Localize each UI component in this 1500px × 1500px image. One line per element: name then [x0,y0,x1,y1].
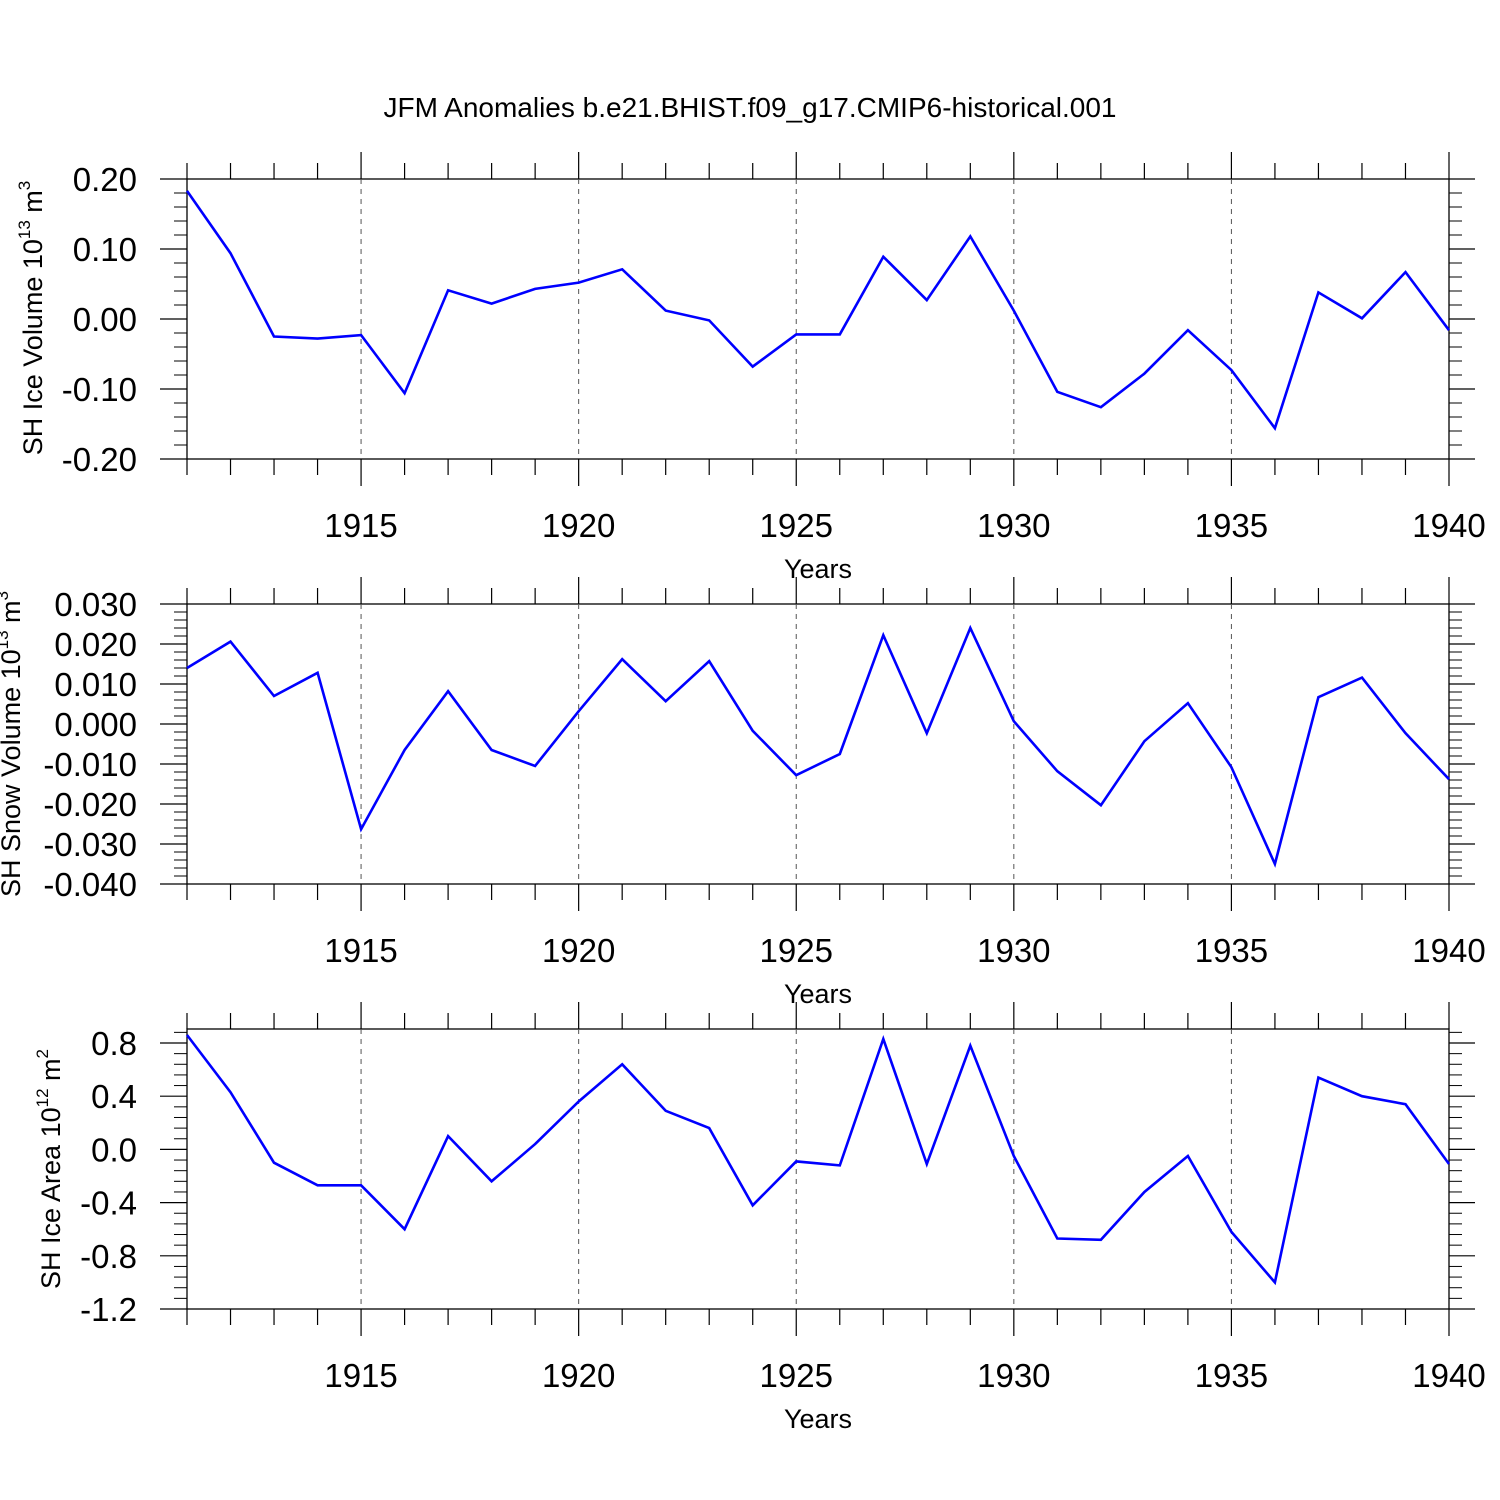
y-axis-label-unit-exponent: 3 [15,181,34,190]
x-tick-label: 1930 [977,932,1050,969]
plot-frame [186,603,1450,885]
y-axis-label-unit-exponent: 2 [33,1049,52,1058]
x-tick-label: 1930 [977,1357,1050,1394]
y-tick-label: -0.8 [80,1238,137,1275]
y-axis-label: SH Ice Area 1012 m2 [33,1049,66,1289]
y-tick-label: 0.8 [91,1025,137,1062]
y-tick-label: -0.020 [43,786,137,823]
x-tick-label: 1940 [1412,932,1485,969]
series-line [186,624,1450,868]
series-line [185,190,1451,431]
y-tick-label: 0.20 [73,161,137,198]
y-tick-label: 0.10 [73,231,137,268]
y-axis-label-exponent: 13 [15,220,34,239]
y-tick-label: -0.030 [43,826,137,863]
chart-title: JFM Anomalies b.e21.BHIST.f09_g17.CMIP6-… [383,92,1116,123]
y-axis-label: SH Snow Volume 1013 m3 [0,591,26,897]
y-axis-label-exponent: 12 [33,1088,52,1107]
panel-2: 0.0300.0200.0100.000-0.010-0.020-0.030-0… [0,577,1486,1009]
series-line [185,1034,1451,1286]
x-tick-label: 1935 [1195,507,1268,544]
x-axis-label: Years [784,979,852,1009]
y-tick-label: 0.000 [54,706,137,743]
x-tick-label: 1920 [542,932,615,969]
y-axis-label-unit-exponent: 3 [0,591,12,600]
x-tick-label: 1925 [760,932,833,969]
panel-3: 0.8 0.4 0.0 -0.4 -0.8 -1.2 1915 1920 1925 1930 193… [33,1002,1486,1434]
x-axis-label: Years [784,554,852,584]
y-axis-label-main: SH Snow Volume 10 [0,649,26,897]
x-tick-label: 1940 [1412,507,1485,544]
y-axis-label-unit: m [18,190,48,220]
y-tick-label: -0.10 [62,371,137,408]
y-axis-label-exponent: 13 [0,630,12,649]
y-tick-label: 0.4 [91,1078,137,1115]
y-tick-label: 0.0 [91,1131,137,1168]
y-tick-label: 0.020 [54,626,137,663]
y-tick-label: 0.030 [54,586,137,623]
x-axis-label: Years [784,1404,852,1434]
y-tick-label: -0.4 [80,1185,137,1222]
plot-frame [186,178,1450,460]
plot-frame [186,1028,1450,1310]
x-tick-label: 1935 [1195,932,1268,969]
y-axis-label-main: SH Ice Volume 10 [18,239,48,455]
x-tick-label: 1930 [977,507,1050,544]
y-tick-label: -0.010 [43,746,137,783]
x-tick-label: 1920 [542,507,615,544]
y-tick-label: 0.00 [73,301,137,338]
panel-1: 0.20 0.10 0.00 -0.10 -0.20 1915 1920 1925 1930 19… [15,152,1486,584]
y-tick-label: -0.040 [43,866,137,903]
x-tick-label: 1940 [1412,1357,1485,1394]
x-tick-label: 1915 [324,507,397,544]
x-tick-label: 1925 [760,1357,833,1394]
x-tick-label: 1920 [542,1357,615,1394]
x-tick-label: 1925 [760,507,833,544]
y-axis-label-main: SH Ice Area 10 [36,1107,66,1289]
y-axis-label: SH Ice Volume 1013 m3 [15,181,48,456]
y-tick-label: -1.2 [80,1291,137,1328]
y-tick-label: 0.010 [54,666,137,703]
y-tick-label: -0.20 [62,441,137,478]
y-axis-label-unit: m [36,1058,66,1088]
x-tick-label: 1935 [1195,1357,1268,1394]
y-axis-label-unit: m [0,600,26,630]
x-tick-label: 1915 [324,932,397,969]
x-tick-label: 1915 [324,1357,397,1394]
